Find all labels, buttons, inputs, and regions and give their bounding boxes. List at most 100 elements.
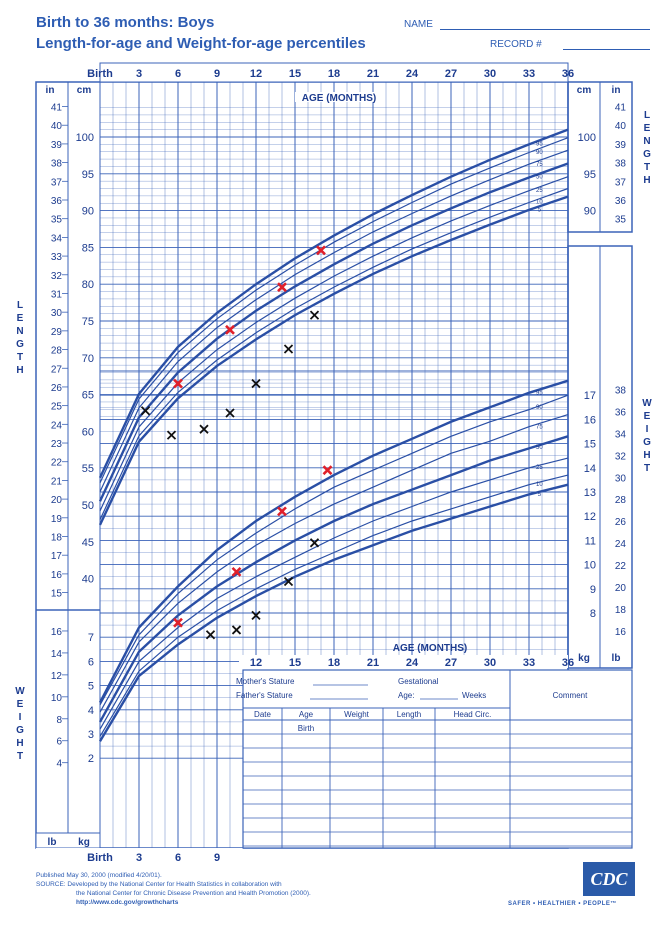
weight-axis-title-left: T <box>17 751 23 762</box>
weight-lb-tick-right: 26 <box>615 517 627 528</box>
age-tick-label-top: 36 <box>562 68 574 80</box>
length-cm-unit-left: cm <box>77 85 92 96</box>
length-cm-tick-left: 65 <box>82 390 94 402</box>
weight-percentile-curve <box>98 379 569 704</box>
length-axis-title-left: H <box>16 365 23 376</box>
record-column-header: Age <box>299 710 314 719</box>
age-tick-label-top: 21 <box>367 68 379 80</box>
age-tick-label-bottom: Birth <box>87 852 113 864</box>
name-field[interactable] <box>440 29 650 30</box>
length-percentile-curve <box>98 162 569 502</box>
age-tick-label-mid: 18 <box>328 657 340 669</box>
age-tick-label-top: 24 <box>406 68 419 80</box>
length-in-tick-right: 37 <box>615 177 627 188</box>
age-tick-label-mid: 27 <box>445 657 457 669</box>
length-percentile-curve <box>99 137 569 484</box>
length-percentile-curve <box>98 128 569 479</box>
length-in-tick-left: 41 <box>51 103 63 114</box>
length-cm-tick-left: 60 <box>82 426 94 438</box>
length-axis-title-right: N <box>643 136 650 147</box>
weight-lb-tick-left: 4 <box>56 759 62 770</box>
weight-lb-tick-right: 24 <box>615 539 627 550</box>
age-tick-label-top: 12 <box>250 68 262 80</box>
weight-kg-tick-right: 10 <box>584 560 596 572</box>
red-weight-mark <box>277 506 287 517</box>
weight-axis-title-right: E <box>644 411 651 422</box>
weight-lb-tick-right: 20 <box>615 583 627 594</box>
weight-lb-tick-right: 22 <box>615 561 627 572</box>
length-cm-tick-left: 100 <box>76 132 94 144</box>
length-percentile-label: 5 <box>538 207 542 213</box>
length-in-tick-left: 40 <box>51 121 63 132</box>
age-tick-label-mid: 15 <box>289 657 301 669</box>
footer-url[interactable]: http://www.cdc.gov/growthcharts <box>76 899 179 906</box>
length-in-unit-right: in <box>612 85 621 96</box>
red-length-mark <box>225 324 235 335</box>
age-tick-label-bottom: 6 <box>175 852 181 864</box>
length-in-tick-right: 38 <box>615 159 627 170</box>
footer-source: SOURCE: Developed by the National Center… <box>36 881 282 888</box>
length-cm-tick-left: 50 <box>82 500 94 512</box>
length-cm-tick-left: 95 <box>82 169 94 181</box>
length-cm-unit-right: cm <box>577 85 592 96</box>
cdc-tagline: SAFER • HEALTHIER • PEOPLE™ <box>508 901 617 907</box>
black-weight-mark <box>231 625 242 635</box>
weight-lb-tick-right: 30 <box>615 473 627 484</box>
record-first-row-age: Birth <box>298 724 314 733</box>
name-label: NAME <box>404 19 433 30</box>
age-tick-label-mid: 12 <box>250 657 262 669</box>
age-tick-label-bottom: 9 <box>214 852 220 864</box>
length-cm-tick-left: 70 <box>82 353 94 365</box>
weight-percentile-label: 25 <box>536 465 543 471</box>
age-tick-label-mid: 30 <box>484 657 496 669</box>
length-in-tick-right: 36 <box>615 196 627 207</box>
footer-published: Published May 30, 2000 (modified 4/20/01… <box>36 872 162 879</box>
length-in-tick-left: 17 <box>51 551 63 562</box>
length-axis-title-left: L <box>17 300 23 311</box>
gestational-weeks-label: Weeks <box>462 691 486 700</box>
age-axis-bottom-strip <box>36 848 243 864</box>
weight-percentile-curve <box>99 414 569 713</box>
black-weight-mark <box>251 610 261 621</box>
mothers-stature-label: Mother's Stature <box>236 677 295 686</box>
length-axis-title-left: E <box>17 313 24 324</box>
weight-axis-title-left: I <box>19 712 22 723</box>
weight-lb-tick-left: 10 <box>51 693 63 704</box>
length-percentile-label: 95 <box>536 142 543 148</box>
black-length-mark <box>225 408 235 418</box>
length-cm-tick-right: 95 <box>584 169 596 181</box>
length-percentile-label: 10 <box>536 200 543 206</box>
weight-axis-title-right: G <box>643 437 651 448</box>
length-in-unit-left: in <box>46 85 55 96</box>
black-weight-mark <box>309 538 320 548</box>
record-column-header: Weight <box>344 710 370 719</box>
weight-lb-tick-right: 32 <box>615 451 627 462</box>
black-weight-mark <box>283 576 294 587</box>
length-in-tick-left: 38 <box>51 159 63 170</box>
black-length-mark <box>309 310 320 320</box>
chart-subtitle: Length-for-age and Weight-for-age percen… <box>36 35 366 52</box>
weight-kg-tick-right: 13 <box>584 487 596 499</box>
length-percentile-curve <box>99 187 569 520</box>
age-tick-label-mid: 24 <box>406 657 419 669</box>
record-field[interactable] <box>563 49 650 50</box>
weight-lb-tick-left: 14 <box>51 649 63 660</box>
length-percentile-curve <box>99 149 569 493</box>
weight-lb-unit-right: lb <box>612 653 621 664</box>
length-cm-tick-left: 90 <box>82 206 94 218</box>
length-cm-tick-left: 80 <box>82 279 94 291</box>
weight-kg-tick-left: 4 <box>88 705 94 717</box>
length-percentile-label: 50 <box>536 175 543 181</box>
weight-kg-tick-left: 5 <box>88 681 94 693</box>
gestational-label: Gestational <box>398 677 439 686</box>
weight-percentile-label: 50 <box>536 445 543 451</box>
weight-axis-title-left: G <box>16 725 24 736</box>
weight-unit-strip-left <box>35 832 101 849</box>
weight-kg-tick-left: 7 <box>88 632 94 644</box>
length-in-tick-left: 30 <box>51 308 63 319</box>
red-length-mark <box>173 378 183 389</box>
age-tick-label-top: 30 <box>484 68 496 80</box>
weight-percentile-curve <box>98 483 569 742</box>
weight-axis-title-left: W <box>15 686 25 697</box>
length-in-tick-left: 29 <box>51 327 63 338</box>
